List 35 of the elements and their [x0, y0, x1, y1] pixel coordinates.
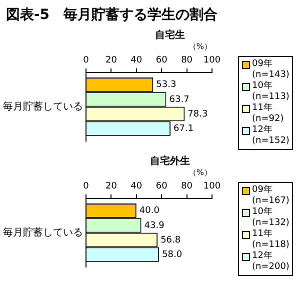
legend-label: 12年 (n=152): [252, 125, 290, 147]
x-tick-label: 60: [156, 55, 168, 66]
data-label: 40.0: [139, 206, 160, 216]
x-tick-label: 20: [105, 55, 118, 66]
chart-title: 図表-5 毎月貯蓄する学生の割合: [5, 6, 219, 25]
x-tick-label: 100: [203, 55, 221, 66]
chart-subtitle: 自宅外生: [149, 154, 191, 168]
x-tick-label: 0: [83, 55, 90, 66]
x-tick-label: 40: [130, 55, 142, 66]
legend-label: 10年 (n=113): [252, 81, 290, 102]
data-label: 67.1: [174, 124, 194, 134]
x-tick-label: 40: [130, 181, 142, 192]
x-tick-label: 80: [181, 181, 193, 192]
legend-label: 11年 (n=92): [252, 103, 284, 124]
data-label: 63.7: [169, 94, 190, 105]
legend-label: 12年 (n=200): [252, 251, 290, 273]
data-label: 58.0: [162, 250, 182, 260]
x-tick-label: 20: [105, 181, 118, 192]
data-label: 56.8: [160, 235, 181, 246]
y-tick-label: 毎月貯蓄している: [3, 100, 83, 112]
legend-label: 09年 (n=143): [252, 59, 290, 80]
x-axis-title: （%）: [188, 168, 212, 177]
data-label: 53.3: [156, 80, 176, 90]
x-tick-label: 60: [156, 181, 168, 192]
chart-subtitle: 自宅生: [154, 28, 186, 42]
x-axis-title: （%）: [188, 42, 212, 51]
x-tick-label: 0: [83, 181, 90, 192]
legend-label: 10年 (n=132): [252, 207, 290, 228]
x-tick-label: 80: [181, 55, 193, 66]
data-label: 43.9: [144, 220, 165, 231]
y-tick-label: 毎月貯蓄している: [3, 226, 83, 238]
legend-label: 11年 (n=118): [252, 229, 290, 250]
legend-label: 09年 (n=167): [252, 185, 290, 206]
x-tick-label: 100: [203, 181, 221, 192]
data-label: 78.3: [188, 109, 208, 120]
